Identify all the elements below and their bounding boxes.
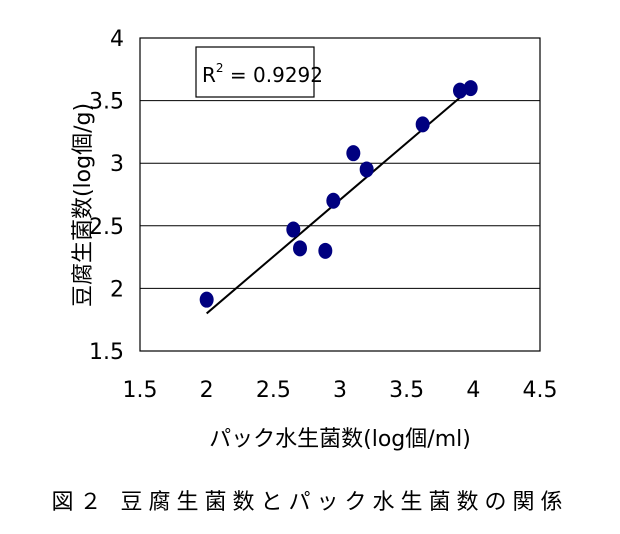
x-tick-label: 2.5 [256, 378, 291, 403]
data-point [199, 291, 214, 308]
r2-box-frame [195, 46, 315, 98]
data-point [453, 82, 467, 99]
grid-lines [140, 100, 540, 289]
tick-labels: 1.5 2 2.5 3 3.5 4 1.5 2 2.5 3 3.5 4 4.5 [89, 27, 558, 403]
y-tick-label: 4 [110, 27, 124, 52]
x-tick-label: 1.5 [123, 378, 158, 403]
data-points [199, 80, 478, 308]
y-tick-label: 2.5 [89, 215, 124, 240]
x-tick-label: 4 [466, 378, 480, 403]
plot-area-frame [139, 37, 541, 352]
r2-label-r: R [202, 63, 216, 87]
x-tick-label: 3 [333, 378, 347, 403]
x-tick-label: 3.5 [389, 378, 424, 403]
y-tick-label: 3 [110, 152, 124, 177]
data-point [415, 116, 430, 133]
data-point [326, 192, 341, 209]
data-point [359, 161, 374, 178]
r2-legend-box: R2 = 0.9292 [195, 46, 323, 98]
data-point [318, 242, 333, 259]
y-tick-label: 1.5 [89, 340, 124, 365]
x-tick-label: 2 [200, 378, 214, 403]
y-tick-label: 2 [110, 277, 124, 302]
data-point [286, 221, 301, 238]
r2-label: R2 = 0.9292 [202, 61, 323, 87]
data-point [293, 240, 307, 257]
r2-label-value: = 0.9292 [224, 63, 323, 87]
figure-caption: 図２ 豆腐生菌数とパック水生菌数の関係 [51, 490, 569, 515]
y-tick-label: 3.5 [89, 90, 124, 115]
scatter-chart: 1.522.533.541.5 2 2.5 3 3.5 4 4.5 R2 = 0.9292 … [71, 27, 558, 452]
r2-label-exponent: 2 [216, 61, 224, 75]
y-axis-title: 豆腐生菌数(log個/g) [71, 103, 96, 307]
data-point [346, 145, 361, 162]
x-tick-label: 4.5 [523, 378, 558, 403]
x-axis-title: パック水生菌数(log個/ml) [209, 427, 471, 452]
data-point [463, 80, 478, 97]
